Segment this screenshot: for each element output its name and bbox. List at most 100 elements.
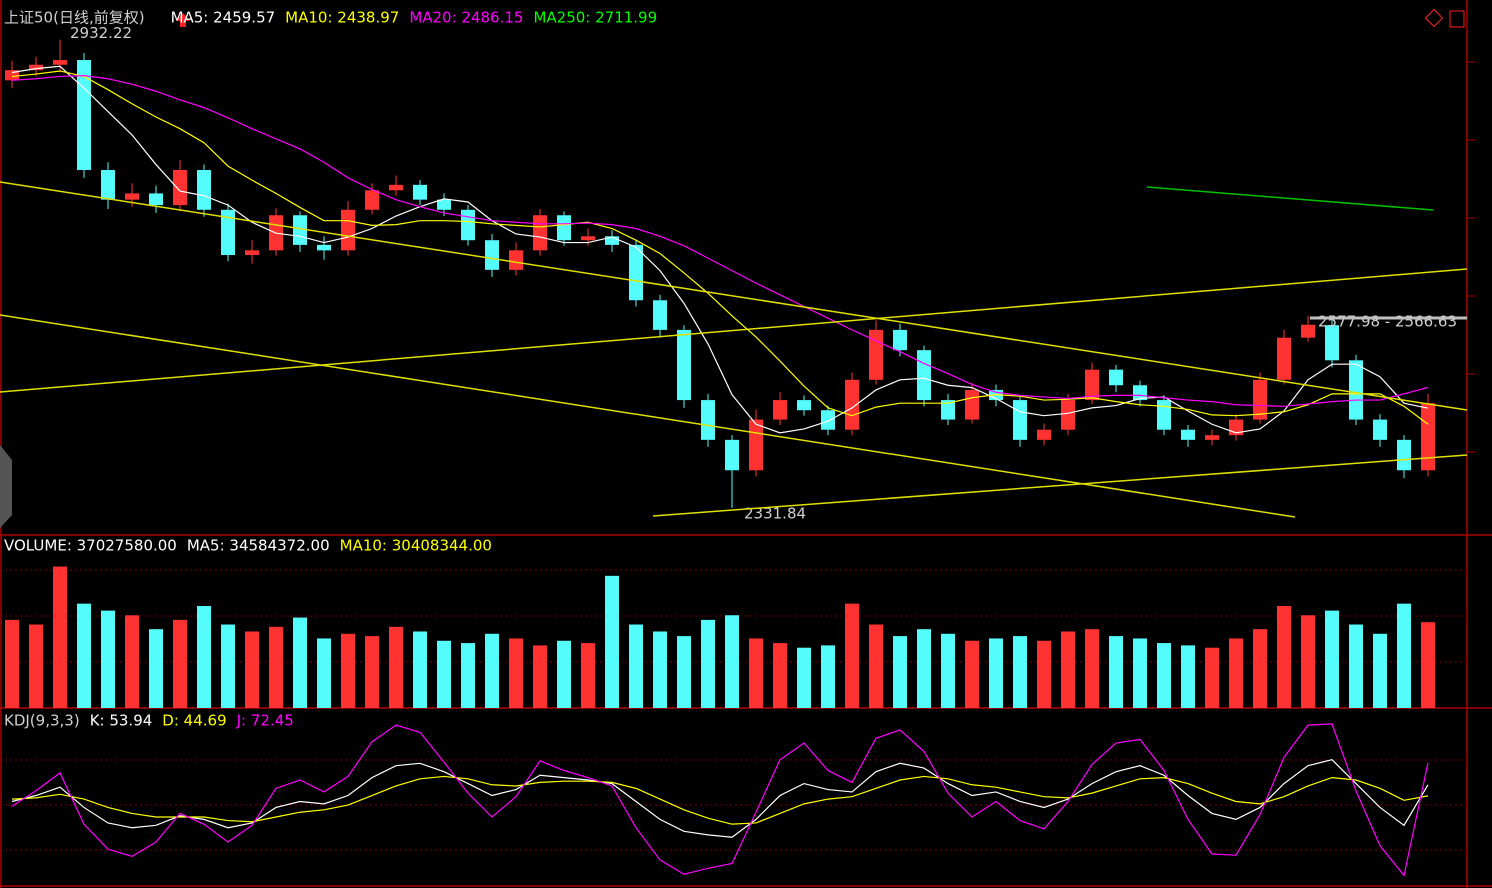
volume-bar	[533, 645, 547, 708]
legend-label: VOLUME: 37027580.00	[4, 537, 177, 555]
candle-body	[365, 190, 379, 210]
volume-bar	[1253, 629, 1267, 708]
volume-bar	[413, 631, 427, 708]
volume-bar	[1373, 633, 1387, 708]
legend-label: K: 53.94	[90, 712, 153, 730]
volume-bar	[29, 624, 43, 708]
up-arrow-icon	[176, 13, 190, 27]
indicator-line	[11, 775, 1429, 825]
diamond-icon[interactable]	[1424, 8, 1444, 28]
candle-body	[509, 250, 523, 270]
volume-bar	[245, 631, 259, 708]
volume-bar	[389, 626, 403, 708]
trend-line	[1146, 186, 1434, 211]
volume-bar	[125, 615, 139, 708]
volume-bar	[605, 575, 619, 708]
candle-body	[389, 184, 403, 191]
volume-bar	[149, 629, 163, 708]
candle-body	[1301, 324, 1315, 338]
candle-body	[29, 64, 43, 71]
candle-body	[941, 400, 955, 420]
indicator-line	[11, 65, 1429, 434]
legend-label: J: 72.45	[236, 712, 294, 730]
volume-bar	[1133, 638, 1147, 708]
candle-body	[653, 300, 667, 330]
axis-ticks	[1467, 61, 1475, 453]
legend-label: MA5: 2459.57	[171, 9, 276, 27]
volume-bar	[269, 626, 283, 708]
volume-bar	[1109, 636, 1123, 708]
volume-bar	[1349, 624, 1363, 708]
candle-body	[1133, 385, 1147, 401]
trend-line	[652, 454, 1468, 517]
candle-body	[893, 329, 907, 351]
candle-body	[413, 184, 427, 200]
volume-bar	[821, 645, 835, 708]
candle-body	[773, 400, 787, 420]
volume-bar	[461, 643, 475, 708]
candle-body	[437, 199, 451, 210]
candle-body	[77, 60, 91, 171]
candle-body	[1109, 369, 1123, 386]
volume-bar	[629, 624, 643, 708]
candle-body	[1157, 400, 1171, 430]
volume-bar	[293, 617, 307, 708]
candle-body	[629, 244, 643, 301]
drawn-trend-lines	[0, 181, 1468, 518]
volume-bar	[677, 636, 691, 708]
volume-bar	[725, 615, 739, 708]
candle-body	[197, 170, 211, 210]
volume-bar	[893, 636, 907, 708]
candle-body	[1397, 439, 1411, 471]
volume-bar	[1229, 638, 1243, 708]
candle-body	[725, 439, 739, 471]
candle-body	[245, 250, 259, 256]
candle-body	[341, 209, 355, 251]
volume-bar	[77, 603, 91, 708]
legend-label: 上证50(日线,前复权)	[4, 9, 145, 27]
candle-body	[845, 379, 859, 430]
volume-bar	[1325, 610, 1339, 708]
candle-body	[317, 244, 331, 251]
candle-body	[1349, 360, 1363, 420]
legend-label: D: 44.69	[162, 712, 226, 730]
candle-body	[1061, 400, 1075, 430]
volume-bar	[365, 636, 379, 708]
volume-bar	[197, 605, 211, 708]
candle-body	[749, 419, 763, 471]
candle-body	[1205, 435, 1219, 440]
volume-bar	[749, 638, 763, 708]
candle-body	[1277, 337, 1291, 380]
volume-bar	[1421, 622, 1435, 708]
volume-bar	[1277, 605, 1291, 708]
volume-bar	[1013, 636, 1027, 708]
trend-line	[0, 268, 1468, 393]
volume-bar	[101, 610, 115, 708]
volume-bar	[797, 647, 811, 708]
volume-bar	[437, 640, 451, 708]
marks: 2932.22 2331.84 2577.98 - 2566.63	[5, 24, 1457, 877]
candle-body	[1253, 379, 1267, 420]
candle-body	[557, 215, 571, 241]
window-icon[interactable]	[1449, 10, 1465, 28]
candle-body	[1373, 419, 1387, 440]
candle-body	[797, 400, 811, 411]
candle-body	[101, 170, 115, 200]
price-annotation: 2331.84	[744, 504, 806, 522]
volume-bar	[989, 638, 1003, 708]
candle-body	[149, 193, 163, 206]
candle-body	[1037, 429, 1051, 440]
indicator-line	[11, 75, 1429, 407]
candle-body	[53, 60, 67, 65]
volume-bar	[773, 643, 787, 708]
side-tab[interactable]	[0, 445, 12, 528]
indicator-line	[11, 70, 1429, 425]
candle-body	[701, 400, 715, 440]
volume-bar	[221, 624, 235, 708]
volume-bar	[869, 624, 883, 708]
legend-label: MA10: 30408344.00	[340, 537, 492, 555]
candle-body	[221, 209, 235, 256]
volume-bar	[965, 640, 979, 708]
legend-label: MA10: 2438.97	[285, 9, 399, 27]
